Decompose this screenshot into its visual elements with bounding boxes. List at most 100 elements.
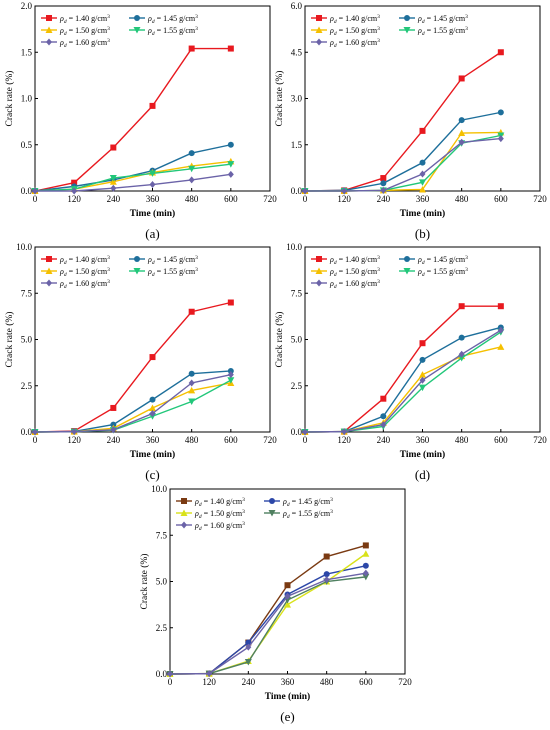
data-point [227, 170, 234, 178]
data-series [31, 379, 235, 435]
legend-label: ρd = 1.45 g/cm3 [417, 14, 468, 25]
data-point [419, 340, 426, 347]
legend-label: ρd = 1.40 g/cm3 [329, 14, 380, 25]
y-axis-label: Crack rate (%) [139, 554, 150, 610]
data-point [110, 184, 117, 192]
data-point [71, 179, 78, 186]
data-series [302, 109, 504, 194]
legend-label: ρd = 1.55 g/cm3 [147, 26, 198, 37]
data-series [32, 367, 234, 435]
x-tick-label: 0 [303, 194, 308, 204]
x-tick-label: 240 [107, 435, 121, 445]
data-point [419, 159, 426, 166]
data-point [188, 308, 195, 315]
x-tick-label: 600 [224, 194, 238, 204]
legend-marker [45, 267, 53, 274]
x-tick-label: 600 [359, 677, 373, 687]
legend-label: ρd = 1.40 g/cm3 [59, 14, 110, 25]
x-tick-label: 720 [533, 194, 547, 204]
data-point [458, 117, 465, 124]
data-point [188, 176, 195, 184]
series-line [169, 565, 366, 675]
data-point [380, 175, 387, 182]
data-point [362, 542, 369, 549]
data-point [227, 161, 235, 168]
x-tick-label: 0 [33, 194, 38, 204]
y-tick-label: 10.0 [286, 242, 302, 252]
x-tick-label: 120 [337, 194, 351, 204]
legend-marker [316, 38, 322, 46]
series-line [304, 346, 501, 433]
series-line [35, 173, 231, 192]
legend-marker [46, 38, 52, 46]
data-point [323, 571, 330, 578]
y-tick-label: 7.5 [21, 288, 33, 298]
data-point [227, 45, 234, 52]
legend-label: ρd = 1.50 g/cm3 [59, 26, 110, 37]
data-series [31, 377, 235, 436]
x-axis-label: Time (min) [130, 449, 175, 460]
data-series [32, 371, 234, 436]
data-point [497, 109, 504, 116]
data-point [458, 129, 466, 137]
data-point [302, 187, 308, 195]
x-axis-label: Time (min) [400, 208, 445, 219]
data-point [110, 426, 117, 434]
data-point [245, 643, 252, 651]
y-tick-label: 2.5 [156, 623, 168, 633]
panel-label: (c) [145, 467, 159, 482]
y-tick-label: 7.5 [291, 288, 303, 298]
y-tick-label: 10.0 [151, 484, 167, 494]
legend-label: ρd = 1.60 g/cm3 [59, 279, 110, 290]
data-series [302, 324, 504, 435]
data-point [188, 165, 196, 173]
legend-marker [181, 498, 187, 504]
data-series [32, 45, 234, 194]
data-point [497, 343, 505, 350]
legend-label: ρd = 1.45 g/cm3 [147, 255, 198, 266]
legend-marker [181, 521, 187, 529]
legend-label: ρd = 1.40 g/cm3 [59, 255, 110, 266]
data-point [32, 187, 38, 195]
y-tick-label: 5.0 [291, 335, 303, 345]
data-series [32, 170, 234, 195]
x-tick-label: 240 [377, 194, 391, 204]
y-tick-label: 1.5 [21, 47, 33, 57]
y-tick-label: 4.5 [291, 47, 303, 57]
data-point [188, 370, 195, 377]
series-line [169, 544, 367, 675]
legend-marker [403, 268, 411, 275]
data-point [110, 404, 117, 411]
data-point [419, 170, 426, 178]
data-series [302, 326, 504, 436]
data-point [188, 398, 196, 405]
x-tick-label: 0 [33, 435, 38, 445]
y-tick-label: 2.0 [21, 1, 33, 11]
x-tick-label: 120 [337, 435, 351, 445]
legend-marker [315, 26, 323, 33]
series-line [304, 329, 502, 433]
data-point [497, 49, 504, 56]
legend-marker [134, 256, 140, 262]
x-tick-label: 360 [281, 677, 295, 687]
legend-marker [315, 267, 323, 274]
legend-label: ρd = 1.60 g/cm3 [329, 279, 380, 290]
x-tick-label: 360 [416, 194, 430, 204]
y-tick-label: 1.0 [21, 94, 33, 104]
y-axis-label: Crack rate (%) [274, 71, 285, 127]
y-tick-label: 0.0 [21, 186, 33, 196]
panel-label: (e) [280, 709, 294, 724]
x-tick-label: 720 [398, 677, 412, 687]
legend-marker [269, 498, 275, 504]
legend: ρd = 1.40 g/cm3 ρd = 1.45 g/cm3 ρd = 1.50 … [41, 14, 198, 49]
legend-label: ρd = 1.50 g/cm3 [59, 267, 110, 278]
x-tick-label: 240 [377, 435, 391, 445]
data-point [149, 410, 156, 417]
legend-marker [133, 27, 141, 34]
data-point [380, 421, 387, 429]
chart-panel: 0 120 240 360 480 600 720 0.0 1.5 3.0 4.5 6.0 Time (… [274, 1, 547, 241]
data-point [458, 138, 465, 146]
data-point [188, 379, 195, 387]
x-tick-label: 480 [455, 435, 469, 445]
